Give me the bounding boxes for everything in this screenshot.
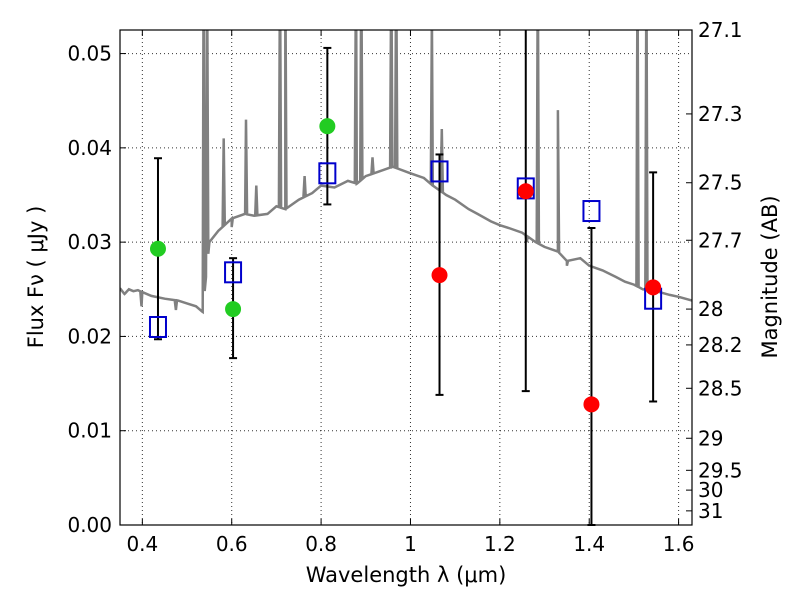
nondetection-point (517, 183, 534, 200)
nondetection-point (583, 396, 600, 413)
model-photometry-square (430, 160, 449, 183)
mag-tick-label: 27.5 (698, 171, 743, 195)
mag-tick-label: 30 (698, 478, 723, 502)
y-axis-label: Flux Fν ( μJy ) (24, 206, 48, 349)
mag-tick-label: 29.5 (698, 458, 743, 482)
x-axis-label: Wavelength λ (μm) (306, 563, 507, 587)
y-tick-label: 0.05 (67, 42, 112, 66)
model-photometry-square (318, 162, 337, 185)
x-tick-label: 1.6 (663, 532, 695, 556)
mag-tick-label: 28.5 (698, 376, 743, 400)
x-tick-label: 1.4 (573, 532, 605, 556)
y-tick-label: 0.01 (67, 419, 112, 443)
x-tick-label: 1 (404, 532, 417, 556)
detection-point (149, 240, 166, 257)
x-tick-label: 0.4 (126, 532, 158, 556)
model-photometry-square (582, 200, 601, 223)
mag-tick-label: 31 (698, 499, 723, 523)
y-tick-label: 0.02 (67, 324, 112, 348)
mag-tick-label: 27.7 (698, 228, 743, 252)
nondetection-point (431, 267, 448, 284)
model-photometry-square (148, 316, 167, 338)
y-tick-label: 0.03 (67, 230, 112, 254)
y-tick-label: 0.04 (67, 136, 112, 160)
errorbar-layer (153, 30, 658, 526)
y-tick-label: 0.00 (67, 513, 112, 537)
detection-point (319, 118, 336, 135)
nondetection-point (645, 279, 662, 296)
mag-tick-label: 27.3 (698, 102, 743, 126)
spectrum-layer (120, 30, 692, 315)
x-tick-label: 0.6 (216, 532, 248, 556)
plot-frame (119, 29, 693, 526)
spectrum-line (120, 30, 692, 315)
tick-layer: 0.4 0.6 0.8 1 1.2 1.4 1.6 0.00 0.01 0.02 0.03 0.04 0… (67, 18, 742, 556)
mag-tick-label: 27.1 (698, 18, 743, 42)
model-photometry-square (224, 261, 243, 284)
x-tick-label: 0.8 (305, 532, 337, 556)
right-axis-label: Magnitude (AB) (758, 195, 782, 358)
mag-tick-label: 28.2 (698, 333, 743, 357)
mag-tick-label: 28 (698, 297, 723, 321)
marker-layer (148, 118, 663, 413)
x-tick-label: 1.2 (484, 532, 516, 556)
detection-point (225, 301, 242, 318)
mag-tick-label: 29 (698, 426, 723, 450)
